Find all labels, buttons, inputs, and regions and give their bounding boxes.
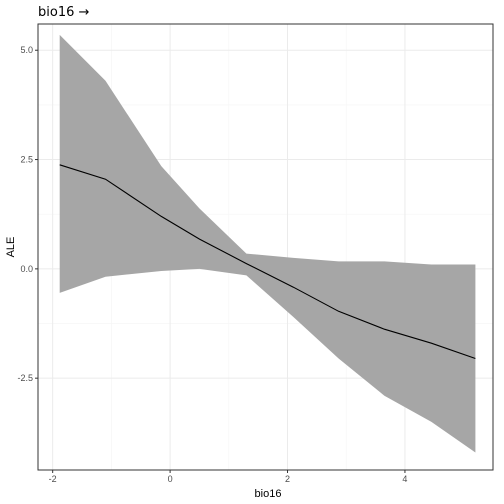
plot-title: bio16 → xyxy=(38,5,89,20)
ale-line xyxy=(59,164,476,360)
panel-border xyxy=(37,23,494,471)
y-axis-title: ALE xyxy=(5,237,17,258)
y-tick-label: 5.0 xyxy=(20,45,33,55)
y-tick-label: 2.5 xyxy=(20,155,33,165)
y-axis-ticks: -2.5 0.0 2.5 5.0 xyxy=(17,45,38,383)
y-tick-label: -2.5 xyxy=(17,373,33,383)
y-tick-label: 0.0 xyxy=(20,264,33,274)
x-tick-label: -2 xyxy=(49,474,57,484)
x-tick-label: 2 xyxy=(285,474,290,484)
x-tick-label: 4 xyxy=(402,474,407,484)
x-tick-label: 0 xyxy=(168,474,173,484)
x-axis-ticks: -2 0 2 4 xyxy=(49,470,407,484)
x-axis-title: bio16 xyxy=(255,488,282,500)
confidence-band xyxy=(59,34,476,453)
